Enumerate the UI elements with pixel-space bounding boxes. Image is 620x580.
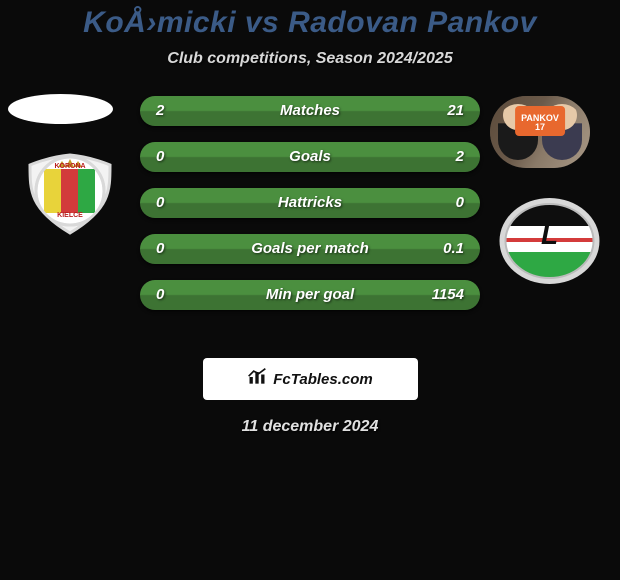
stat-pill-min-per-goal: 0 Min per goal 1154 <box>140 280 480 310</box>
brand-panel[interactable]: FcTables.com <box>203 358 418 400</box>
player-right-avatar: PANKOV 17 <box>490 96 590 168</box>
stat-label: Hattricks <box>140 188 480 218</box>
stat-label: Min per goal <box>140 280 480 310</box>
stat-label: Matches <box>140 96 480 126</box>
brand-text: FcTables.com <box>273 371 372 388</box>
date-label: 11 december 2024 <box>0 418 620 436</box>
player-left-avatar <box>8 94 113 124</box>
stat-right-value: 1154 <box>432 280 464 310</box>
stats-area: PANKOV 17 <box>0 96 620 346</box>
stat-pill-list: 2 Matches 21 0 Goals 2 0 Hattricks 0 0 G… <box>140 96 480 326</box>
chart-icon <box>247 367 267 392</box>
svg-text:L: L <box>541 219 558 250</box>
jersey-number: 17 <box>521 123 559 132</box>
svg-text:KORONA: KORONA <box>54 163 85 170</box>
player-right-jersey: PANKOV 17 <box>515 106 565 136</box>
stat-pill-goals: 0 Goals 2 <box>140 142 480 172</box>
page-title: KoÅ›micki vs Radovan Pankov <box>0 6 620 40</box>
stat-label: Goals per match <box>140 234 480 264</box>
stat-right-value: 21 <box>447 96 464 126</box>
stat-right-value: 2 <box>456 142 464 172</box>
stat-label: Goals <box>140 142 480 172</box>
stat-pill-matches: 2 Matches 21 <box>140 96 480 126</box>
stat-right-value: 0 <box>456 188 464 218</box>
stat-right-value: 0.1 <box>443 234 464 264</box>
page-subtitle: Club competitions, Season 2024/2025 <box>0 50 620 68</box>
club-crest-left: KORONA KIELCE <box>20 151 120 237</box>
comparison-card: KoÅ›micki vs Radovan Pankov Club competi… <box>0 6 620 580</box>
svg-text:KIELCE: KIELCE <box>57 212 83 219</box>
stat-pill-hattricks: 0 Hattricks 0 <box>140 188 480 218</box>
stat-pill-goals-per-match: 0 Goals per match 0.1 <box>140 234 480 264</box>
club-crest-right: L <box>497 196 602 286</box>
